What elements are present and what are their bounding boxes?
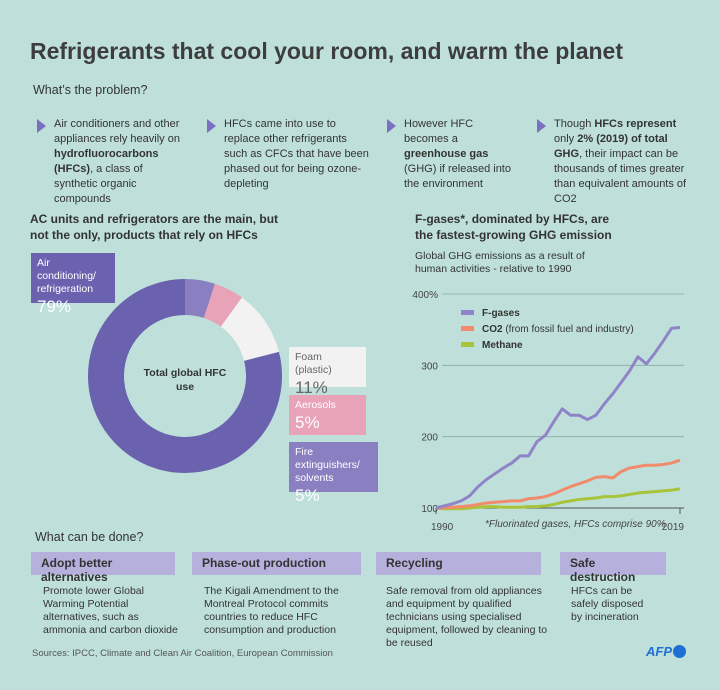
- donut-title: AC units and refrigerators are the main,…: [30, 212, 279, 242]
- bullet-text: , their impact can be thousands of times…: [554, 148, 687, 205]
- line-subtitle: Global GHG emissions as a result of huma…: [415, 250, 585, 275]
- action-title: Safe destruction: [560, 552, 666, 584]
- slice-name: Fire extinguishers/ solvents: [295, 446, 360, 484]
- y-tick-label: 300: [421, 361, 438, 372]
- slice-name: Air conditioning/ refrigeration: [37, 257, 96, 295]
- page-title: Refrigerants that cool your room, and wa…: [30, 38, 623, 64]
- slice-label: 5%: [295, 413, 320, 432]
- series-line-co2: [436, 458, 681, 510]
- action-text: Promote lower Global Warming Potential a…: [43, 585, 178, 636]
- donut-slice: [185, 279, 215, 318]
- slice-label: 5%: [295, 486, 320, 505]
- afp-logo-circle-icon: [673, 645, 686, 658]
- bullet-text: only: [554, 133, 578, 145]
- problem-bullet: Though HFCs represent only 2% (2019) of …: [537, 117, 687, 207]
- series-line-f-gases: [435, 326, 681, 510]
- legend-swatch: [461, 326, 474, 331]
- donut-slice: [88, 279, 282, 473]
- series-line-methane: [435, 487, 681, 511]
- donut-center-label: Total global HFC use: [143, 367, 227, 393]
- bullet-text: HFCs represent: [594, 118, 677, 130]
- bullet-text: However HFC becomes a: [404, 118, 474, 145]
- afp-logo-text: AFP: [646, 644, 672, 659]
- legend-box-aerosols: Aerosols 5%: [289, 395, 366, 435]
- donut-slice: [220, 297, 279, 361]
- problem-bullet: However HFC becomes a greenhouse gas (GH…: [387, 117, 517, 192]
- bullet-text: hydrofluorocarbons (HFCs): [54, 148, 159, 175]
- legend-swatch: [461, 310, 474, 315]
- legend-swatch: [461, 342, 474, 347]
- action-title: Recycling: [376, 552, 541, 575]
- legend-label: Methane: [482, 340, 523, 351]
- bullet-text: 2% (2019): [577, 133, 629, 145]
- afp-logo: AFP: [646, 644, 686, 659]
- donut-slice: [203, 283, 243, 327]
- slice-name: Foam (plastic): [295, 351, 332, 376]
- donut-chart: [88, 279, 282, 473]
- arrow-icon: [387, 119, 396, 133]
- line-title: F-gases*, dominated by HFCs, are the fas…: [415, 212, 612, 242]
- problem-bullet: Air conditioners and other appliances re…: [37, 117, 187, 207]
- bullet-text: Though: [554, 118, 595, 130]
- x-tick-label: 2019: [662, 522, 685, 533]
- problem-heading: What’s the problem?: [33, 83, 148, 97]
- action-title: Phase-out production: [192, 552, 361, 575]
- actions-heading: What can be done?: [35, 530, 144, 544]
- bullet-text: HFCs came into use to replace other refr…: [224, 118, 369, 190]
- arrow-icon: [207, 119, 216, 133]
- action-text: The Kigali Amendment to the Montreal Pro…: [204, 585, 339, 636]
- legend-box-foam: Foam (plastic) 11%: [289, 347, 366, 397]
- bullet-text: (GHG) if released into the environment: [404, 163, 511, 190]
- legend-label: F-gases: [482, 308, 520, 319]
- x-tick-label: 1990: [431, 522, 454, 533]
- bullet-text: greenhouse gas: [404, 148, 489, 160]
- legend-box-fire: Fire extinguishers/ solvents 5%: [289, 442, 378, 505]
- problem-bullet: HFCs came into use to replace other refr…: [207, 117, 372, 192]
- slice-name: Aerosols: [295, 399, 336, 411]
- y-tick-label: 200: [421, 433, 438, 444]
- legend-box-ac: Air conditioning/ refrigeration 79%: [31, 253, 115, 316]
- action-text: Safe removal from old appliances and equ…: [386, 585, 548, 649]
- action-title: Adopt better alternatives: [31, 552, 175, 584]
- arrow-icon: [537, 119, 546, 133]
- y-tick-label: 100: [421, 504, 438, 515]
- slice-label: 79%: [37, 297, 72, 316]
- bullet-text: of total GHG: [554, 133, 668, 160]
- bullet-text: , a class of synthetic organic compounds: [54, 163, 143, 205]
- arrow-icon: [37, 119, 46, 133]
- bullet-text: Air conditioners and other appliances re…: [54, 118, 180, 145]
- action-text: HFCs can be safely disposed by incinerat…: [571, 585, 644, 623]
- line-chart: 100 200 300 400% 1990 2019*Fluorinated gases,…: [412, 290, 684, 533]
- y-tick-label: 400%: [412, 290, 438, 301]
- chart-note: *Fluorinated gases, HFCs comprise 90%: [485, 519, 666, 530]
- sources: Sources: IPCC, Climate and Clean Air Coa…: [32, 648, 333, 659]
- legend-label: CO2 (from fossil fuel and industry): [482, 324, 634, 335]
- slice-label: 11%: [295, 378, 328, 397]
